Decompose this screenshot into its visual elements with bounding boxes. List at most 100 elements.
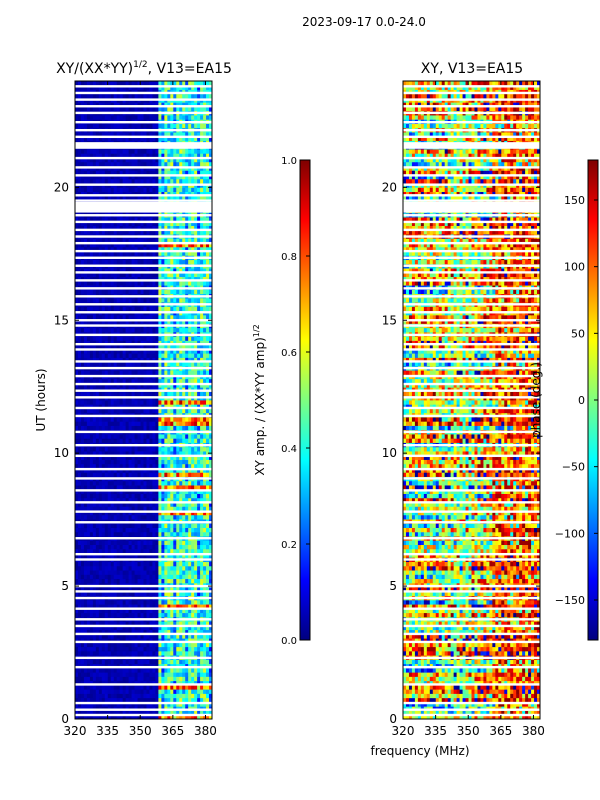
heatmap-cell (75, 642, 79, 648)
heatmap-cell (206, 319, 210, 324)
heatmap-cell (113, 587, 118, 592)
heatmap-cell (89, 417, 94, 422)
heatmap-cell (110, 348, 115, 354)
heatmap-cell (75, 625, 79, 631)
heatmap-cell (179, 489, 183, 494)
heatmap-cell (143, 646, 147, 652)
heatmap-cell (200, 340, 204, 346)
heatmap-cell (167, 493, 171, 499)
heatmap-cell (122, 689, 127, 694)
heatmap-cell (104, 587, 109, 592)
heatmap-cell (80, 344, 85, 350)
heatmap-cell (161, 268, 165, 273)
heatmap-cell (131, 289, 135, 295)
heatmap-cell (173, 297, 177, 303)
heatmap-cell (77, 629, 82, 635)
heatmap-cell (77, 493, 82, 499)
heatmap-cell (77, 319, 82, 324)
heatmap-cell (185, 633, 189, 639)
heatmap-cell (77, 514, 82, 520)
heatmap-cell (83, 701, 88, 707)
heatmap-cell (158, 272, 162, 278)
heatmap-cell (206, 506, 210, 511)
heatmap-cell (203, 621, 207, 626)
heatmap-cell (134, 489, 138, 494)
heatmap-cell (128, 493, 132, 499)
heatmap-cell (86, 438, 91, 443)
heatmap-cell (119, 514, 124, 520)
heatmap-cell (149, 710, 153, 716)
heatmap-cell (122, 587, 127, 592)
heatmap-cell (134, 493, 138, 499)
heatmap-cell (92, 297, 97, 303)
heatmap-cell (80, 425, 85, 431)
heatmap-cell (119, 276, 124, 282)
heatmap-cell (98, 710, 103, 716)
heatmap-cell (149, 672, 153, 677)
heatmap-cell (101, 268, 106, 273)
heatmap-cell (107, 591, 112, 597)
heatmap-cell (137, 391, 141, 397)
heatmap-cell (185, 425, 189, 431)
heatmap-cell (155, 565, 159, 571)
heatmap-cell (194, 561, 198, 567)
heatmap-cell (152, 608, 156, 614)
heatmap-cell (170, 650, 174, 656)
heatmap-cell (155, 472, 159, 477)
heatmap-cell (80, 514, 85, 520)
heatmap-cell (170, 667, 174, 673)
heatmap-cell (92, 565, 97, 571)
heatmap-cell (203, 629, 207, 635)
heatmap-cell (143, 417, 147, 422)
heatmap-cell (137, 306, 141, 312)
heatmap-cell (128, 570, 132, 575)
heatmap-cell (161, 451, 165, 456)
heatmap-cell (116, 459, 121, 465)
heatmap-cell (80, 527, 85, 533)
heatmap-cell (188, 378, 192, 384)
heatmap-cell (86, 689, 91, 694)
heatmap-cell (104, 621, 109, 626)
heatmap-cell (152, 502, 156, 507)
heatmap-cell (179, 348, 183, 354)
heatmap-cell (179, 523, 183, 528)
heatmap-cell (77, 612, 82, 618)
heatmap-cell (122, 625, 127, 631)
heatmap-cell (119, 587, 124, 592)
heatmap-cell (182, 336, 186, 341)
heatmap-cell (161, 642, 165, 648)
heatmap-cell (128, 676, 132, 682)
heatmap-cell (146, 314, 150, 320)
heatmap-cell (182, 493, 186, 499)
heatmap-cell (101, 502, 106, 507)
heatmap-cell (140, 548, 144, 554)
heatmap-cell (170, 701, 174, 707)
heatmap-cell (173, 434, 177, 439)
heatmap-cell (146, 553, 150, 558)
heatmap-cell (209, 404, 213, 409)
heatmap-cell (188, 523, 192, 528)
heatmap-cell (167, 357, 171, 363)
heatmap-cell (110, 344, 115, 350)
heatmap-cell (185, 319, 189, 324)
heatmap-cell (104, 540, 109, 546)
heatmap-cell (86, 459, 91, 465)
heatmap-cell (191, 514, 195, 520)
heatmap-cell (128, 561, 132, 567)
heatmap-cell (119, 540, 124, 546)
heatmap-cell (209, 570, 213, 575)
heatmap-cell (77, 353, 82, 358)
heatmap-cell (170, 502, 174, 507)
heatmap-cell (134, 455, 138, 460)
heatmap-cell (164, 297, 168, 303)
heatmap-cell (164, 561, 168, 567)
heatmap-cell (203, 400, 207, 405)
heatmap-cell (128, 497, 132, 503)
heatmap-cell (149, 591, 153, 597)
heatmap-cell (203, 468, 207, 473)
heatmap-cell (161, 680, 165, 686)
heatmap-cell (170, 361, 174, 367)
heatmap-cell (164, 523, 168, 528)
heatmap-cell (197, 667, 201, 673)
